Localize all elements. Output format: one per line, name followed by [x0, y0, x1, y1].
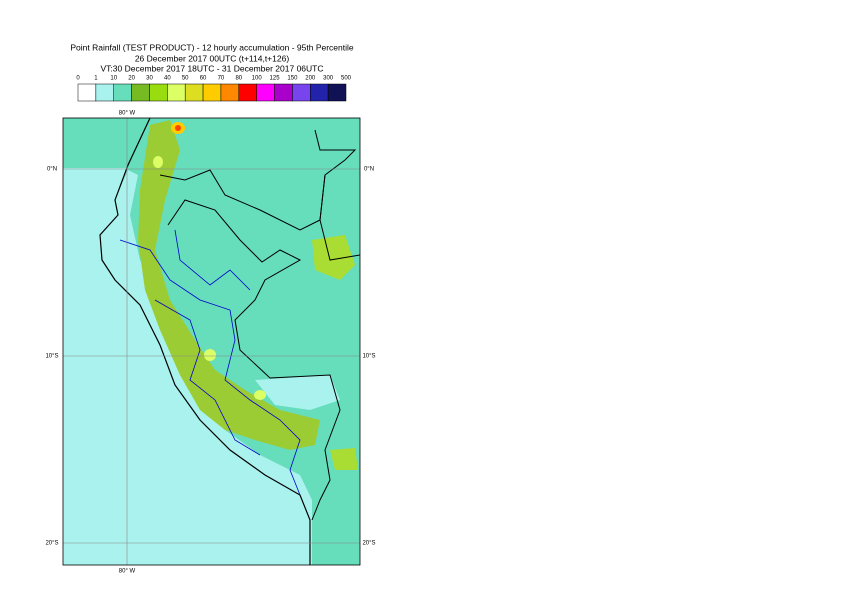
legend-label: 300 [323, 76, 334, 82]
rain-peak [153, 156, 163, 168]
legend: 0 1 10 20 30 40 50 60 70 80 100 125 150 200 300 500 [76, 76, 352, 102]
legend-swatch [184, 83, 204, 102]
legend-swatch [238, 83, 257, 102]
dry-lowland [255, 375, 340, 410]
lon-label: 80° W [119, 569, 136, 575]
region-border [119, 239, 301, 496]
legend-label: 40 [164, 76, 171, 82]
legend-swatch [202, 83, 222, 102]
land [100, 118, 360, 565]
legend-swatch [292, 83, 311, 102]
legend-label: 20 [128, 76, 135, 82]
dry-coast [100, 170, 312, 565]
coastline [99, 118, 311, 565]
legend-label: 200 [305, 76, 316, 82]
legend-label: 30 [146, 76, 153, 82]
legend-swatch [77, 83, 97, 102]
legend-swatch [167, 83, 186, 102]
rain-peak [175, 125, 181, 131]
lat-label: 0°N [47, 167, 57, 173]
border [319, 174, 360, 261]
map [63, 118, 360, 565]
rain-peak [204, 349, 216, 361]
legend-label: 150 [287, 76, 298, 82]
legend-label: 70 [218, 76, 225, 82]
legend-label: 1 [94, 76, 98, 82]
legend-label: 10 [110, 76, 117, 82]
legend-swatch [256, 83, 275, 102]
rain-area [330, 448, 358, 470]
map-frame [62, 117, 361, 566]
legend-label: 500 [341, 76, 352, 82]
rain-peak [254, 390, 266, 400]
legend-label: 80 [235, 76, 242, 82]
lat-label: 0°N [364, 167, 374, 173]
legend-label: 100 [252, 76, 263, 82]
legend-label: 125 [270, 76, 281, 82]
lon-label: 80° W [119, 111, 136, 117]
title-line: VT:30 December 2017 18UTC - 31 December … [101, 63, 324, 73]
border [167, 199, 341, 521]
title-line: Point Rainfall (TEST PRODUCT) - 12 hourl… [70, 42, 354, 52]
legend-label: 0 [76, 76, 80, 82]
legend-label: 60 [200, 76, 207, 82]
lat-label: 10°S [45, 354, 58, 360]
lat-label: 10°S [362, 354, 375, 360]
lat-labels: 0°N 10°S 20°S 0°N 10°S 20°S [45, 167, 375, 547]
legend-swatch [149, 83, 168, 102]
rain-area [138, 120, 320, 450]
region-border [154, 299, 261, 456]
rain-area [312, 235, 355, 280]
legend-swatch [310, 83, 329, 102]
legend-label: 50 [182, 76, 189, 82]
legend-swatch [220, 83, 240, 102]
region-border [174, 229, 251, 291]
legend-swatch [131, 83, 150, 102]
legend-swatch [327, 83, 347, 102]
legend-swatch [274, 83, 293, 102]
legend-swatch [95, 83, 114, 102]
lat-label: 20°S [45, 541, 58, 547]
border [159, 129, 357, 231]
title-line: 26 December 2017 00UTC (t+114,t+126) [135, 53, 290, 63]
legend-swatch [113, 83, 132, 102]
lat-label: 20°S [362, 541, 375, 547]
